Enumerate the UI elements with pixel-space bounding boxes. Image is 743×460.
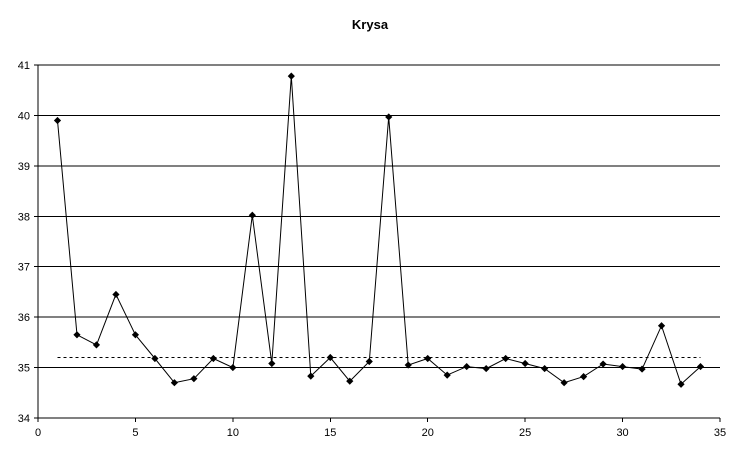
x-tick-label-15: 15 xyxy=(324,427,336,439)
data-point-20 xyxy=(424,354,432,363)
y-tick-label-35: 35 xyxy=(18,363,30,375)
y-tick-label-39: 39 xyxy=(18,161,30,173)
data-point-13 xyxy=(287,72,295,80)
x-axis-ticks: 0 5 10 15 20 25 30 35 xyxy=(35,418,726,439)
data-point-7 xyxy=(170,379,178,387)
data-point-17 xyxy=(365,357,373,366)
chart-title: Krysa xyxy=(352,17,389,32)
data-point-14 xyxy=(307,372,315,380)
series-line xyxy=(57,76,701,386)
data-point-23 xyxy=(482,364,490,373)
data-point-12 xyxy=(268,359,276,368)
data-point-18 xyxy=(385,113,393,121)
x-tick-label-0: 0 xyxy=(35,427,41,439)
x-tick-label-25: 25 xyxy=(519,427,531,439)
data-point-5 xyxy=(131,331,140,339)
data-point-33 xyxy=(677,380,685,388)
data-point-28 xyxy=(580,373,588,381)
data-point-26 xyxy=(541,364,549,373)
data-point-27 xyxy=(560,379,568,387)
data-point-16 xyxy=(346,377,354,385)
series-layer xyxy=(53,72,705,388)
data-point-21 xyxy=(443,371,451,379)
data-point-25 xyxy=(521,359,529,368)
x-tick-label-30: 30 xyxy=(616,427,628,439)
y-axis-ticks: 34 35 36 37 38 39 40 41 xyxy=(18,60,38,425)
data-point-6 xyxy=(151,354,159,363)
data-point-30 xyxy=(618,362,627,371)
data-point-3 xyxy=(92,341,101,349)
x-tick-label-10: 10 xyxy=(227,427,239,439)
x-tick-label-35: 35 xyxy=(714,427,726,439)
y-tick-label-37: 37 xyxy=(18,262,30,274)
x-tick-label-5: 5 xyxy=(132,427,138,439)
data-point-29 xyxy=(599,360,607,368)
data-point-1 xyxy=(53,116,62,125)
data-point-32 xyxy=(657,322,666,330)
axes xyxy=(37,65,720,419)
data-point-22 xyxy=(463,362,471,371)
y-tick-label-41: 41 xyxy=(18,60,30,72)
data-point-19 xyxy=(404,361,412,369)
data-point-9 xyxy=(209,354,217,363)
data-point-4 xyxy=(112,290,120,299)
y-tick-label-40: 40 xyxy=(18,110,30,122)
x-tick-label-20: 20 xyxy=(422,427,434,439)
data-point-31 xyxy=(638,365,646,373)
y-tick-label-34: 34 xyxy=(18,413,30,425)
y-tick-label-38: 38 xyxy=(18,211,30,223)
data-point-11 xyxy=(248,211,256,219)
y-tick-label-36: 36 xyxy=(18,312,30,324)
data-point-8 xyxy=(190,375,198,383)
gridlines xyxy=(38,64,720,369)
data-point-24 xyxy=(502,354,510,363)
data-point-34 xyxy=(696,362,705,371)
data-point-2 xyxy=(73,331,81,339)
data-point-10 xyxy=(229,363,237,372)
